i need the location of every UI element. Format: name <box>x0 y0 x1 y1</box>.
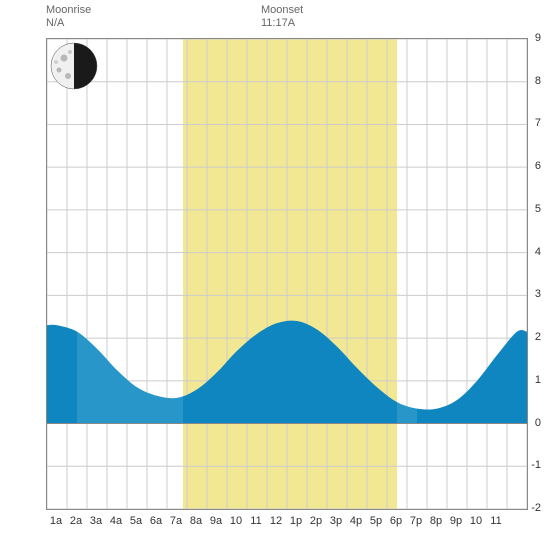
x-tick-label: 1a <box>46 515 66 527</box>
moon-phase-icon <box>50 42 98 90</box>
x-tick-label: 8p <box>426 515 446 527</box>
y-tick-label: 2 <box>535 331 541 343</box>
y-tick-label: 5 <box>535 203 541 215</box>
y-tick-label: -1 <box>531 459 541 471</box>
moonset-value: 11:17A <box>261 17 295 29</box>
plot-area <box>46 38 528 510</box>
x-tick-label: 10 <box>226 515 246 527</box>
moonset-label: Moonset <box>261 4 303 16</box>
tide-chart: Moonrise N/A Moonset 11:17A 1a2a3a4a5a6a… <box>0 0 550 550</box>
x-tick-label: 6p <box>386 515 406 527</box>
y-tick-label: 1 <box>535 374 541 386</box>
moonrise-label: Moonrise <box>46 4 91 16</box>
x-tick-label: 7a <box>166 515 186 527</box>
moonrise-value: N/A <box>46 17 64 29</box>
y-tick-label: 3 <box>535 288 541 300</box>
y-tick-label: 7 <box>535 117 541 129</box>
x-tick-label: 4a <box>106 515 126 527</box>
x-tick-label: 11 <box>246 515 266 527</box>
x-tick-label: 5p <box>366 515 386 527</box>
chart-svg <box>47 39 527 509</box>
x-tick-label: 3p <box>326 515 346 527</box>
x-tick-label: 1p <box>286 515 306 527</box>
x-tick-label: 4p <box>346 515 366 527</box>
x-tick-label: 8a <box>186 515 206 527</box>
x-tick-label: 2p <box>306 515 326 527</box>
y-tick-label: 9 <box>535 32 541 44</box>
y-tick-label: 8 <box>535 75 541 87</box>
x-tick-label: 12 <box>266 515 286 527</box>
x-tick-label: 10 <box>466 515 486 527</box>
y-tick-label: -2 <box>531 502 541 514</box>
x-tick-label: 9a <box>206 515 226 527</box>
x-tick-label: 6a <box>146 515 166 527</box>
x-tick-label: 5a <box>126 515 146 527</box>
x-tick-label: 11 <box>486 515 506 527</box>
x-tick-label: 3a <box>86 515 106 527</box>
y-tick-label: 4 <box>535 246 541 258</box>
x-tick-label: 9p <box>446 515 466 527</box>
y-tick-label: 6 <box>535 160 541 172</box>
x-tick-label: 2a <box>66 515 86 527</box>
x-tick-label: 7p <box>406 515 426 527</box>
y-tick-label: 0 <box>535 417 541 429</box>
